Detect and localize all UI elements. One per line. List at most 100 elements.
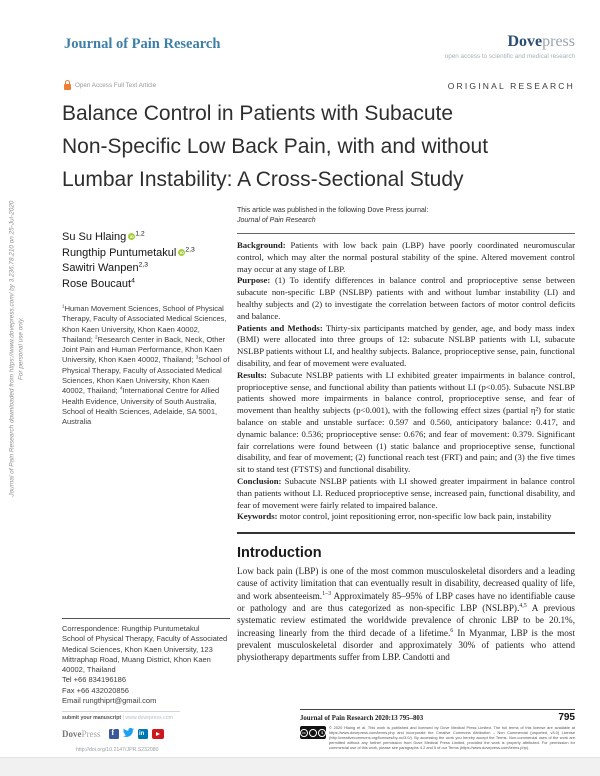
article-title: Balance Control in Patients with Subacut…	[62, 97, 488, 196]
abstract-text: Patients with low back pain (LBP) have p…	[237, 240, 575, 274]
correspondence-email[interactable]: Email rungthiprt@gmail.com	[62, 696, 157, 706]
youtube-icon[interactable]	[151, 729, 164, 739]
license-row: cc $ © 2020 Hlaing et al. This work is p…	[300, 725, 575, 750]
published-note-text: This article was published in the follow…	[237, 207, 429, 214]
correspondence-fax: Fax +66 432020856	[62, 685, 129, 695]
correspondence-name: Correspondence: Rungthip Puntumetakul	[62, 624, 200, 633]
abstract-conclusion: Conclusion: Subacute NSLBP patients with…	[237, 476, 575, 511]
dovepress-footer-logo: DovePress	[62, 729, 101, 739]
abstract-label: Conclusion:	[237, 475, 282, 486]
intro-text: Low back pain (LBP) is one of the most c…	[237, 566, 575, 601]
affiliation-text: Human Movement Sciences, School of Physi…	[62, 304, 227, 344]
personal-use-notice: For personal use only.	[17, 317, 24, 380]
download-notice: Journal of Pain Research downloaded from…	[8, 99, 25, 599]
intro-text: A previous systematic review estimated t…	[237, 603, 575, 638]
abstract-text: motor control, joint repositioning error…	[277, 511, 552, 522]
affiliation-text: School of Physical Therapy, Faculty of A…	[62, 355, 230, 396]
correspondence-block: Correspondence: Rungthip Puntumetakul Sc…	[62, 618, 230, 706]
orcid-icon[interactable]: iD	[178, 248, 186, 256]
affiliation-text: Research Center in Back, Neck, Other Joi…	[62, 334, 226, 365]
author-list: Su Su Hlaing iD 1,2 Rungthip Puntumetakul i…	[62, 230, 230, 292]
title-line-1: Balance Control in Patients with Subacut…	[62, 102, 454, 125]
footer-left: submit your manuscript | www.dovepress.c…	[62, 711, 240, 753]
submit-manuscript-line: submit your manuscript | www.dovepress.c…	[62, 711, 180, 721]
author-row: Rungthip Puntumetakul iD 2,3	[62, 246, 230, 262]
abstract-background: Background: Patients with low back pain …	[237, 240, 575, 275]
cc-nc-icon: $	[318, 728, 327, 737]
author-row: Su Su Hlaing iD 1,2	[62, 230, 230, 246]
introduction-paragraph: Low back pain (LBP) is one of the most c…	[237, 565, 575, 663]
publisher-tagline: open access to scientific and medical re…	[444, 53, 575, 60]
section-divider	[237, 532, 575, 535]
cc-by-icon	[309, 728, 317, 737]
page-number: 795	[558, 712, 575, 723]
cc-license-badge[interactable]: cc $	[300, 726, 327, 739]
dovepress-url[interactable]: www.dovepress.com	[125, 715, 173, 721]
affiliation-sup: 1	[62, 303, 65, 309]
affiliation-text: International Centre for Allied Health E…	[62, 386, 220, 427]
facebook-icon[interactable]	[108, 728, 119, 739]
footer-logo-row: DovePress	[62, 725, 240, 743]
dovepress-logo-light: Press	[81, 729, 101, 739]
page-bottom-strip	[0, 757, 600, 776]
abstract-purpose: Purpose: (1) To identify differences in …	[237, 275, 575, 322]
abstract-label: Keywords:	[237, 511, 278, 522]
open-access-lock-icon	[64, 80, 71, 90]
article-type-label: ORIGINAL RESEARCH	[447, 81, 575, 91]
affiliation-sup: 2	[94, 334, 98, 340]
open-access-row[interactable]: Open Access Full Text Article	[64, 80, 157, 90]
abstract-text: Subacute NSLBP patients with LI showed g…	[237, 475, 575, 510]
abstract: Background: Patients with low back pain …	[237, 233, 575, 523]
affiliation-sup: 4	[119, 385, 123, 391]
publisher-logo-light: press	[542, 33, 575, 50]
journal-citation: Journal of Pain Research 2020:13 795–803	[300, 715, 424, 722]
submit-manuscript-label: submit your manuscript	[62, 715, 122, 721]
right-column: Background: Patients with low back pain …	[237, 233, 575, 664]
linkedin-icon[interactable]	[137, 729, 148, 739]
published-note-journal: Journal of Pain Research	[237, 216, 316, 224]
publisher-logo: Dovepress	[507, 33, 575, 51]
intro-text: Approximately 85–95% of LBP cases have n…	[237, 590, 575, 614]
cc-icon: cc	[300, 728, 308, 737]
introduction-heading: Introduction	[237, 545, 322, 562]
citation-ref[interactable]: 1–3	[322, 590, 332, 597]
dovepress-logo-bold: Dove	[62, 729, 82, 739]
author-affil-sup: 2,3	[185, 245, 195, 253]
publisher-logo-bold: Dove	[507, 33, 543, 50]
license-text: © 2020 Hlaing et al. This work is publis…	[329, 725, 575, 750]
citation-ref[interactable]: 6	[450, 627, 454, 634]
author-name: Rose Boucaut	[62, 277, 132, 290]
author-row: Sawitri Wanpen2,3	[62, 261, 230, 277]
footer-citation-row: Journal of Pain Research 2020:13 795–803…	[300, 709, 575, 723]
abstract-keywords: Keywords: motor control, joint repositio…	[237, 511, 575, 523]
abstract-results: Results: Subacute NSLBP patients with LI…	[237, 370, 575, 476]
abstract-label: Background:	[237, 240, 286, 250]
twitter-icon[interactable]	[122, 725, 134, 743]
citation-ref[interactable]: 4,5	[519, 602, 527, 609]
download-notice-line: Journal of Pain Research downloaded from…	[8, 200, 16, 497]
affiliation-sup: 3	[195, 354, 199, 360]
title-line-2: Non-Specific Low Back Pain, with and wit…	[62, 135, 489, 158]
author-affil-sup: 2,3	[138, 261, 149, 269]
abstract-methods: Patients and Methods: Thirty-six partici…	[237, 323, 575, 370]
open-access-label: Open Access Full Text Article	[75, 82, 157, 90]
doi-link[interactable]: http://doi.org/10.2147/JPR.S232080	[76, 747, 159, 753]
abstract-text: (1) To identify differences in balance c…	[237, 275, 575, 321]
abstract-label: Results:	[237, 369, 267, 380]
author-row: Rose Boucaut4	[62, 277, 230, 293]
published-note: This article was published in the follow…	[237, 206, 428, 225]
orcid-icon[interactable]: iD	[128, 233, 136, 240]
correspondence-tel: Tel +66 834196186	[62, 675, 127, 685]
abstract-text: Subacute NSLBP patients with LI exhibite…	[237, 369, 575, 475]
title-line-3: Lumbar Instability: A Cross-Sectional St…	[62, 168, 464, 191]
affiliations: 1Human Movement Sciences, School of Phys…	[62, 304, 230, 428]
abstract-label: Patients and Methods:	[237, 322, 323, 333]
author-affil-sup: 4	[131, 276, 135, 284]
left-column: Su Su Hlaing iD 1,2 Rungthip Puntumetakul i…	[62, 230, 230, 428]
footer-right: Journal of Pain Research 2020:13 795–803…	[300, 709, 575, 750]
intro-text: In Myanmar, LBP is the most prevalent mu…	[237, 627, 575, 663]
correspondence-address: School of Physical Therapy, Faculty of A…	[62, 634, 228, 675]
author-name: Su Su Hlaing	[62, 231, 127, 243]
abstract-text: Thirty-six participants matched by gende…	[237, 322, 576, 368]
